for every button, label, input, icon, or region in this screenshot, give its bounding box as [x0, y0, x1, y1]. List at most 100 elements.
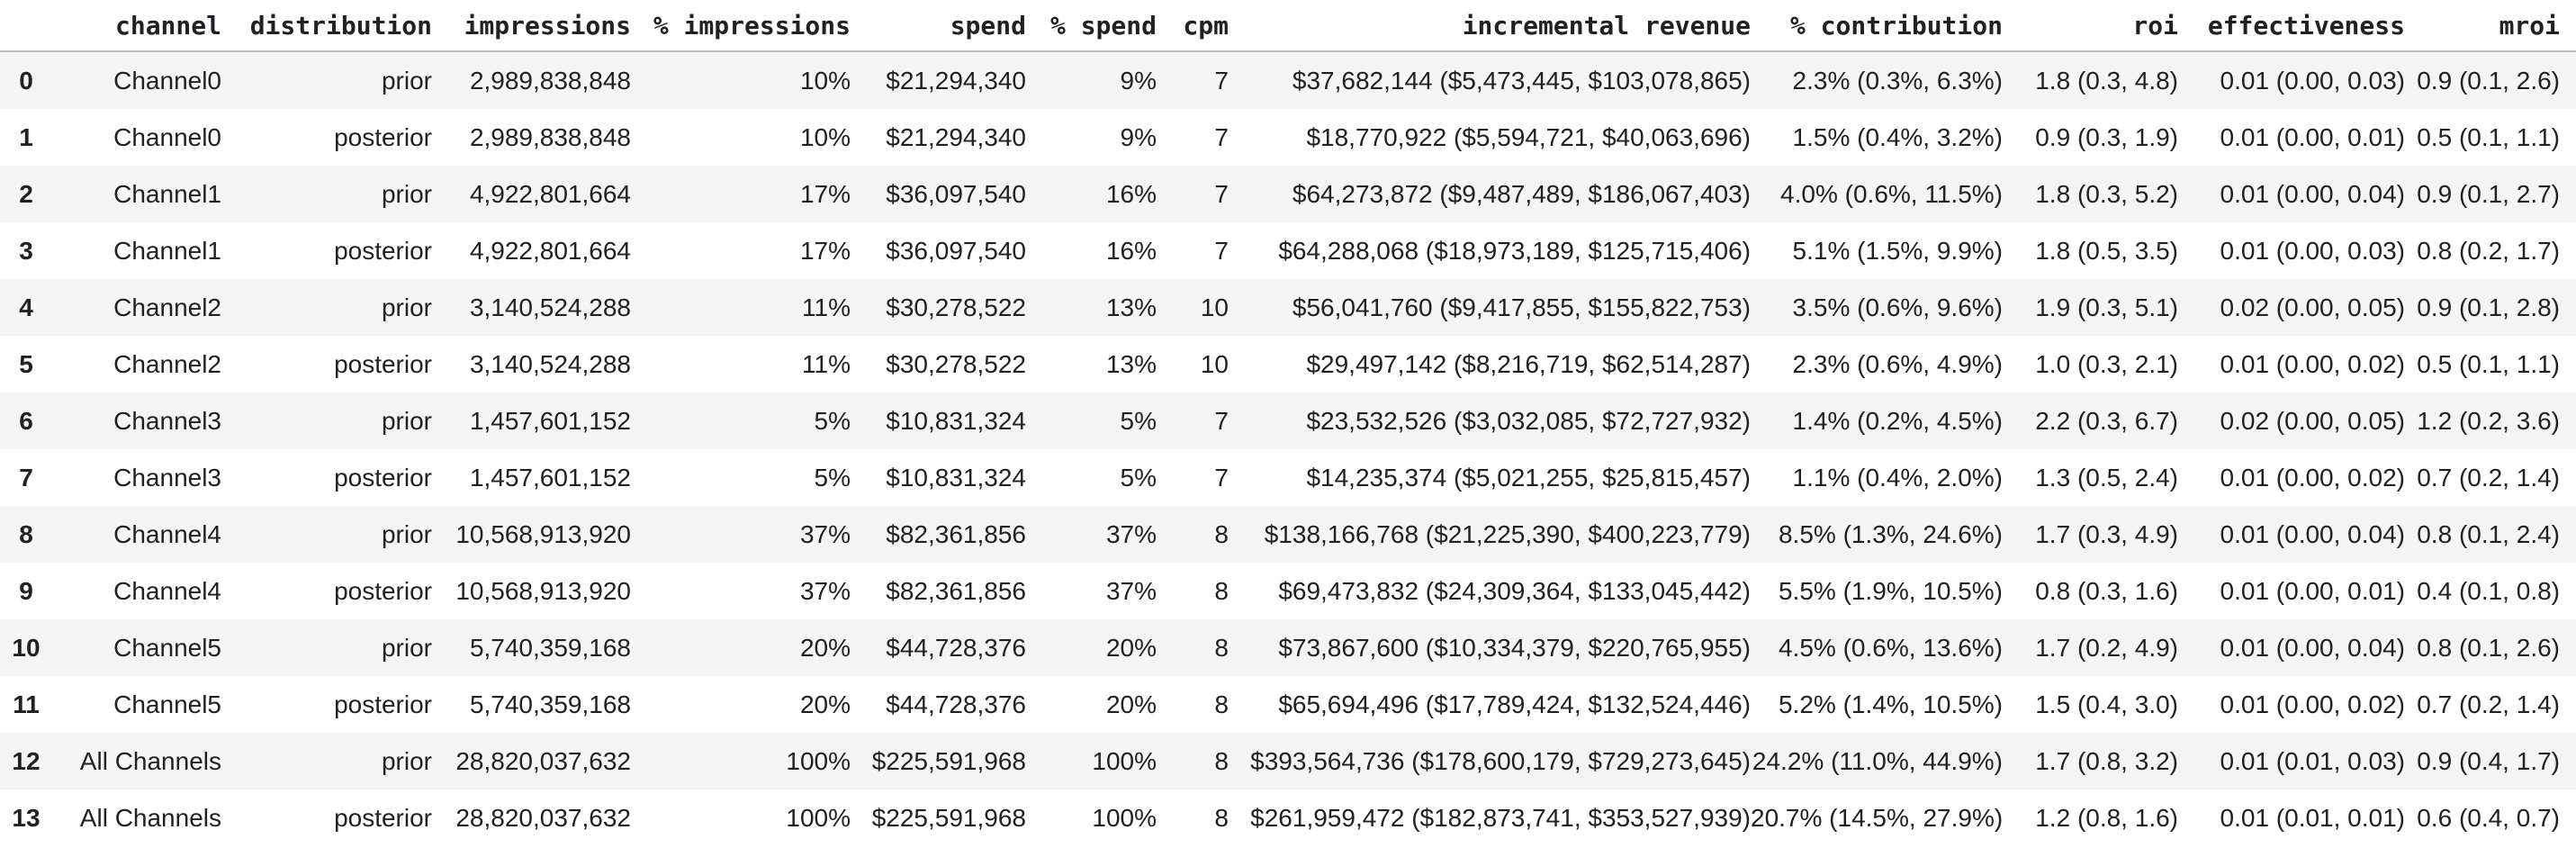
cell-incremental-revenue: $64,288,068 ($18,973,189, $125,715,406) [1278, 236, 1751, 265]
cell-distribution: posterior [334, 349, 432, 378]
col-header-spend: spend [851, 0, 1026, 52]
cell-channel: Channel2 [113, 293, 221, 321]
cell-pct-impressions: 100% [786, 746, 851, 775]
cell-mroi: 0.9 (0.1, 2.7) [2417, 179, 2560, 208]
cell-pct-impressions: 37% [799, 519, 851, 548]
cell-pct-impressions: 17% [799, 179, 851, 208]
table-row: 2 Channel1 prior 4,922,801,664 17% $36,097,54… [0, 166, 2576, 222]
cell-effectiveness: 0.01 (0.01, 0.01) [2220, 803, 2405, 832]
cell-effectiveness: 0.01 (0.00, 0.04) [2220, 179, 2405, 208]
cell-impressions: 5,740,359,168 [469, 633, 631, 662]
cell-cpm: 7 [1214, 179, 1229, 208]
cell-incremental-revenue: $64,273,872 ($9,487,489, $186,067,403) [1292, 179, 1751, 208]
row-index: 9 [19, 576, 33, 605]
cell-pct-impressions: 20% [799, 690, 851, 718]
cell-mroi: 0.8 (0.1, 2.4) [2417, 519, 2560, 548]
cell-roi: 1.7 (0.2, 4.9) [2035, 633, 2178, 662]
table-row: 9 Channel4 posterior 10,568,913,920 37% $82,3… [0, 563, 2576, 619]
cell-effectiveness: 0.01 (0.00, 0.01) [2220, 122, 2405, 151]
col-header-pct-impressions: % impressions [631, 0, 851, 52]
cell-pct-contribution: 20.7% (14.5%, 27.9%) [1751, 803, 2004, 832]
row-index: 6 [19, 406, 33, 435]
cell-distribution: posterior [334, 803, 432, 832]
cell-impressions: 2,989,838,848 [469, 66, 631, 95]
table-row: 13 All Channels posterior 28,820,037,632 100… [0, 789, 2576, 846]
cell-effectiveness: 0.01 (0.01, 0.03) [2220, 746, 2405, 775]
row-index: 11 [13, 690, 40, 718]
cell-channel: Channel1 [113, 236, 221, 265]
table-body: 0 Channel0 prior 2,989,838,848 10% $21,294,34… [0, 51, 2576, 846]
cell-pct-spend: 16% [1105, 236, 1157, 265]
cell-pct-spend: 20% [1105, 633, 1157, 662]
table-row: 5 Channel2 posterior 3,140,524,288 11% $30,27… [0, 336, 2576, 392]
cell-distribution: posterior [334, 463, 432, 492]
cell-incremental-revenue: $29,497,142 ($8,216,719, $62,514,287) [1306, 349, 1751, 378]
cell-pct-impressions: 11% [802, 349, 851, 378]
cell-impressions: 2,989,838,848 [469, 122, 631, 151]
cell-incremental-revenue: $69,473,832 ($24,309,364, $133,045,442) [1278, 576, 1751, 605]
cell-roi: 1.9 (0.3, 5.1) [2035, 293, 2178, 321]
row-index: 5 [19, 349, 33, 378]
cell-pct-contribution: 1.4% (0.2%, 4.5%) [1792, 406, 2003, 435]
cell-pct-contribution: 5.1% (1.5%, 9.9%) [1792, 236, 2003, 265]
cell-spend: $44,728,376 [886, 633, 1026, 662]
cell-spend: $30,278,522 [886, 293, 1026, 321]
cell-incremental-revenue: $138,166,768 ($21,225,390, $400,223,779) [1264, 519, 1751, 548]
cell-channel: Channel3 [113, 406, 221, 435]
cell-mroi: 0.7 (0.2, 1.4) [2417, 463, 2560, 492]
cell-channel: Channel1 [113, 179, 221, 208]
cell-cpm: 7 [1214, 406, 1229, 435]
cell-pct-spend: 16% [1105, 179, 1157, 208]
col-header-distribution: distribution [221, 0, 432, 52]
cell-effectiveness: 0.01 (0.00, 0.01) [2220, 576, 2405, 605]
cell-spend: $44,728,376 [886, 690, 1026, 718]
cell-spend: $82,361,856 [886, 519, 1026, 548]
col-header-channel: channel [52, 0, 221, 52]
cell-pct-impressions: 5% [814, 463, 851, 492]
cell-effectiveness: 0.01 (0.00, 0.03) [2220, 66, 2405, 95]
table-row: 7 Channel3 posterior 1,457,601,152 5% $10,831… [0, 449, 2576, 506]
col-header-index [0, 0, 52, 52]
row-index: 13 [12, 803, 41, 832]
cell-incremental-revenue: $23,532,526 ($3,032,085, $72,727,932) [1306, 406, 1751, 435]
cell-impressions: 28,820,037,632 [455, 803, 631, 832]
cell-incremental-revenue: $14,235,374 ($5,021,255, $25,815,457) [1306, 463, 1751, 492]
cell-impressions: 4,922,801,664 [469, 179, 631, 208]
col-header-cpm: cpm [1157, 0, 1229, 52]
table-row: 4 Channel2 prior 3,140,524,288 11% $30,278,52… [0, 279, 2576, 336]
cell-pct-impressions: 10% [799, 122, 851, 151]
cell-roi: 1.5 (0.4, 3.0) [2035, 690, 2178, 718]
cell-channel: All Channels [79, 746, 221, 775]
cell-impressions: 5,740,359,168 [469, 690, 631, 718]
cell-roi: 0.8 (0.3, 1.6) [2035, 576, 2178, 605]
cell-cpm: 8 [1214, 803, 1229, 832]
cell-distribution: posterior [334, 236, 432, 265]
cell-impressions: 10,568,913,920 [455, 519, 631, 548]
cell-pct-contribution: 5.5% (1.9%, 10.5%) [1778, 576, 2003, 605]
cell-distribution: posterior [334, 576, 432, 605]
cell-incremental-revenue: $261,959,472 ($182,873,741, $353,527,939… [1250, 803, 1751, 832]
col-header-pct-contribution: % contribution [1751, 0, 2003, 52]
cell-cpm: 7 [1214, 66, 1229, 95]
cell-effectiveness: 0.02 (0.00, 0.05) [2220, 406, 2405, 435]
cell-channel: Channel3 [113, 463, 221, 492]
col-header-impressions: impressions [432, 0, 631, 52]
cell-cpm: 10 [1200, 349, 1229, 378]
cell-mroi: 0.5 (0.1, 1.1) [2417, 349, 2560, 378]
row-index: 8 [19, 519, 33, 548]
cell-pct-spend: 37% [1105, 519, 1157, 548]
cell-spend: $225,591,968 [871, 803, 1026, 832]
cell-spend: $21,294,340 [886, 122, 1026, 151]
cell-impressions: 3,140,524,288 [469, 349, 631, 378]
cell-roi: 1.8 (0.3, 5.2) [2035, 179, 2178, 208]
cell-pct-spend: 100% [1092, 746, 1157, 775]
cell-impressions: 28,820,037,632 [455, 746, 631, 775]
cell-pct-spend: 20% [1105, 690, 1157, 718]
cell-roi: 1.8 (0.3, 4.8) [2035, 66, 2178, 95]
cell-cpm: 7 [1214, 122, 1229, 151]
cell-spend: $36,097,540 [886, 236, 1026, 265]
cell-effectiveness: 0.01 (0.00, 0.02) [2220, 349, 2405, 378]
col-header-incremental-revenue: incremental revenue [1229, 0, 1751, 52]
table-row: 11 Channel5 posterior 5,740,359,168 20% $44,7… [0, 676, 2576, 733]
cell-cpm: 7 [1214, 463, 1229, 492]
